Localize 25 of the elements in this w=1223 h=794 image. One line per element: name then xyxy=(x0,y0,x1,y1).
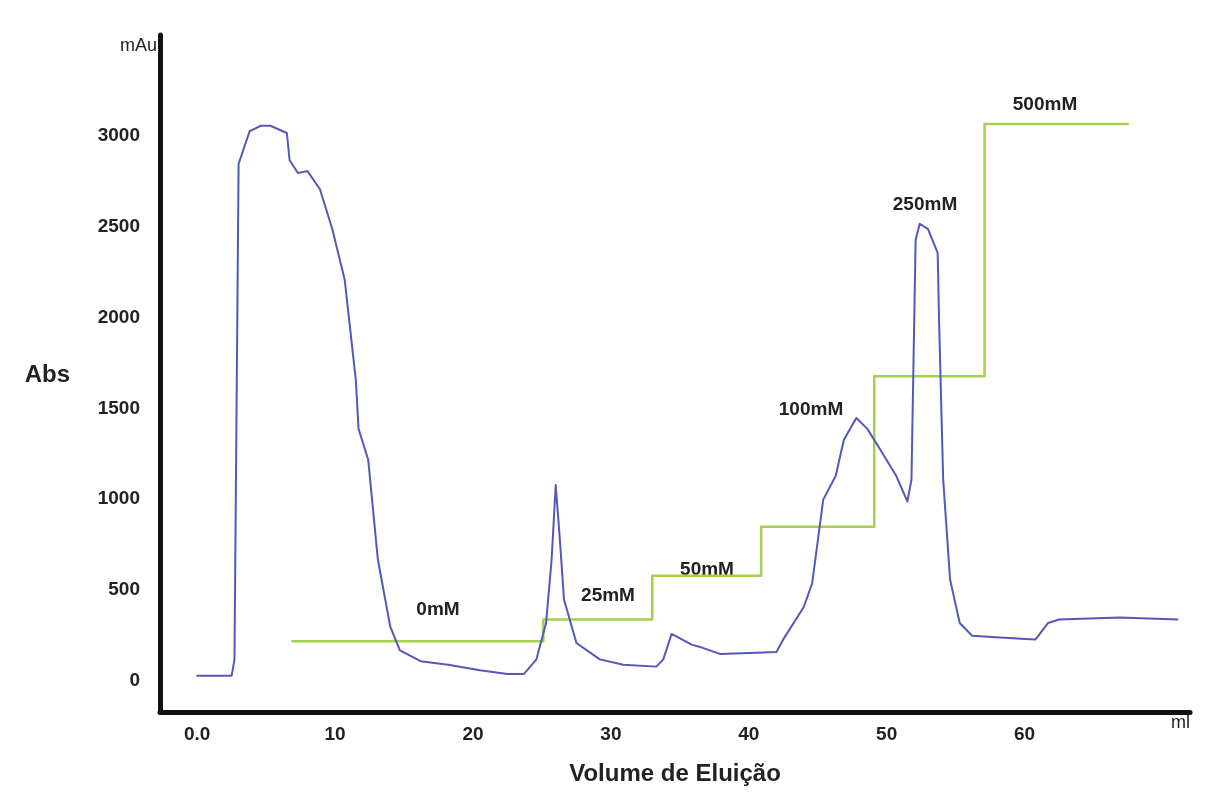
annotation: 0mM xyxy=(416,597,460,619)
y-tick-label: 2000 xyxy=(97,305,140,327)
annotation: 50mM xyxy=(680,557,734,579)
y-tick-label: 3000 xyxy=(97,124,140,146)
annotation: 100mM xyxy=(778,397,844,419)
annotation: 250mM xyxy=(892,192,958,214)
text: mAu xyxy=(119,35,157,55)
x-tick-label: 10 xyxy=(324,723,346,744)
y-axis-title: Abs xyxy=(24,360,70,387)
x-axis-title: Volume de Eluição xyxy=(569,758,781,786)
x-tick-label: 60 xyxy=(1013,723,1036,744)
y-tick-label: 500 xyxy=(108,578,140,600)
x-tick-label: 40 xyxy=(738,723,760,744)
y-tick-label: 0 xyxy=(129,668,140,690)
annotation: 500mM xyxy=(1012,92,1078,114)
x-tick-label: 20 xyxy=(462,723,484,744)
y-tick-label: 2500 xyxy=(97,215,140,237)
y-tick-label: 1000 xyxy=(97,487,140,509)
line-series xyxy=(196,124,1179,677)
x-tick-label: 0.0 xyxy=(184,723,211,744)
annotation: 25mM xyxy=(581,583,635,605)
x-tick-label: 50 xyxy=(876,723,898,744)
annotation: ml xyxy=(1171,712,1190,732)
y-tick-label: 1500 xyxy=(97,396,140,418)
x-tick-label: 30 xyxy=(600,723,622,744)
